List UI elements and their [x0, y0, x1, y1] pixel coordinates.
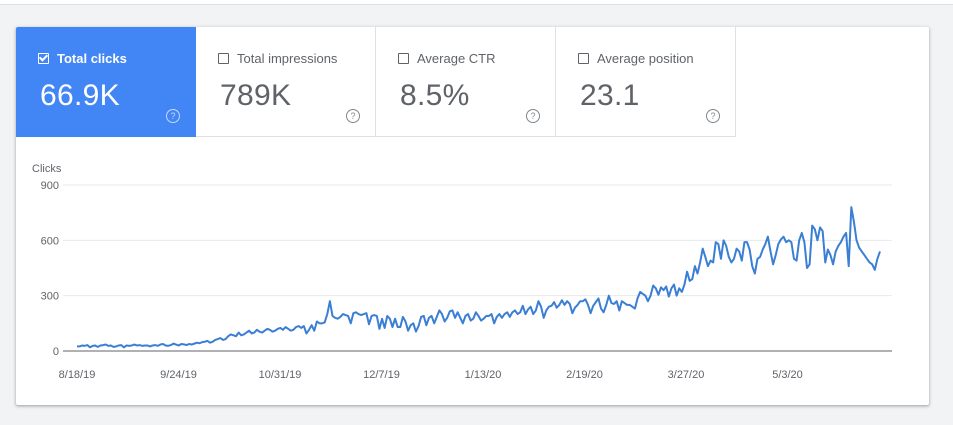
- metric-value: 66.9K: [40, 79, 120, 112]
- help-icon[interactable]: ?: [526, 109, 540, 123]
- checkbox-icon[interactable]: [218, 53, 229, 64]
- help-icon[interactable]: ?: [706, 109, 720, 123]
- help-icon[interactable]: ?: [166, 109, 180, 123]
- clicks-series-line: [77, 206, 881, 349]
- checkbox-icon[interactable]: [578, 53, 589, 64]
- top-divider: [0, 0, 953, 5]
- x-tick-label: 10/31/19: [259, 369, 302, 381]
- metric-header: Average CTR: [398, 51, 496, 66]
- y-tick-label: 600: [41, 235, 59, 247]
- metric-label: Average CTR: [417, 51, 496, 66]
- y-tick-label: 0: [53, 346, 59, 358]
- checkbox-icon[interactable]: [38, 53, 49, 64]
- metric-label: Average position: [597, 51, 694, 66]
- x-tick-label: 3/27/20: [668, 369, 705, 381]
- metric-tabs: Total clicks 66.9K ? Total impressions 7…: [16, 27, 736, 138]
- y-tick-label: 300: [41, 291, 59, 303]
- x-tick-label: 5/3/20: [772, 369, 803, 381]
- x-tick-label: 1/13/20: [465, 369, 502, 381]
- metric-value: 8.5%: [400, 79, 470, 112]
- metric-total-impressions[interactable]: Total impressions 789K ?: [196, 27, 376, 137]
- x-tick-label: 9/24/19: [160, 369, 197, 381]
- metric-header: Total clicks: [38, 51, 127, 66]
- y-axis-label: Clicks: [32, 163, 62, 175]
- clicks-chart: Clicks 0 300 600 900 8/18/19 9/24/19 10/31/19 12…: [16, 138, 929, 405]
- metric-label: Total impressions: [237, 51, 338, 66]
- metric-value: 23.1: [580, 79, 640, 112]
- x-tick-label: 2/19/20: [566, 369, 603, 381]
- x-tick-label: 8/18/19: [59, 369, 96, 381]
- metric-average-ctr[interactable]: Average CTR 8.5% ?: [376, 27, 556, 137]
- chart-svg: Clicks 0 300 600 900 8/18/19 9/24/19 10/31/19 12…: [32, 163, 892, 381]
- metric-average-position[interactable]: Average position 23.1 ?: [556, 27, 736, 137]
- checkbox-icon[interactable]: [398, 53, 409, 64]
- y-tick-label: 900: [41, 180, 59, 192]
- performance-card: Total clicks 66.9K ? Total impressions 7…: [16, 27, 929, 405]
- metric-label: Total clicks: [57, 51, 127, 66]
- metric-value: 789K: [220, 79, 292, 112]
- metric-header: Average position: [578, 51, 694, 66]
- x-tick-label: 12/7/19: [363, 369, 400, 381]
- help-icon[interactable]: ?: [346, 109, 360, 123]
- metric-header: Total impressions: [218, 51, 337, 66]
- metric-total-clicks[interactable]: Total clicks 66.9K ?: [16, 27, 196, 137]
